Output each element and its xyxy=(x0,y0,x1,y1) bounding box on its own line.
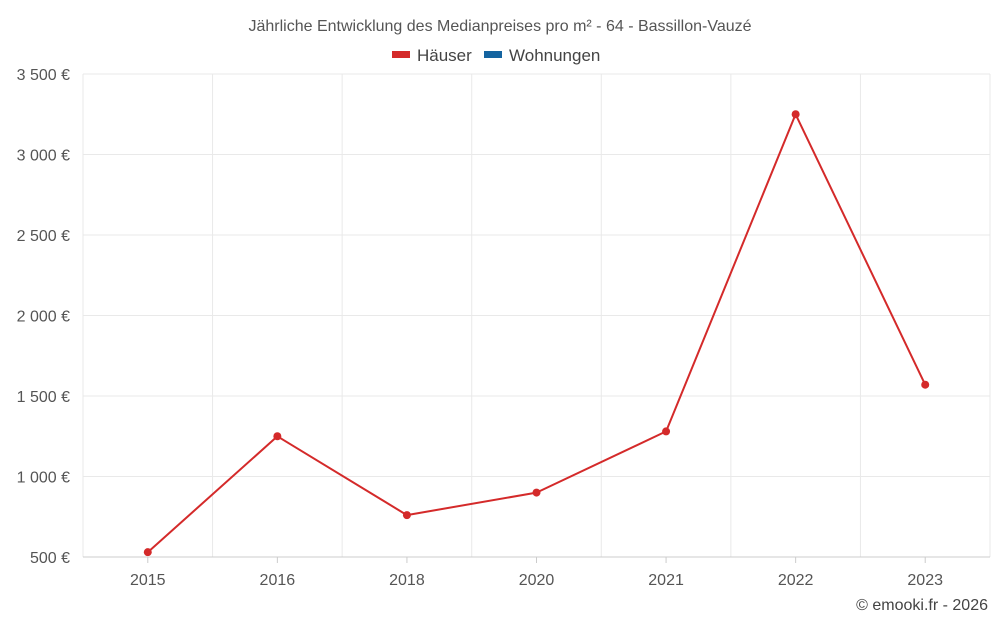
grid xyxy=(82,73,991,557)
legend-swatch-houses xyxy=(392,51,410,58)
x-tick-label: 2023 xyxy=(907,572,943,589)
legend-label-houses: Häuser xyxy=(417,46,472,65)
legend-item-apartments[interactable]: Wohnungen xyxy=(484,46,600,65)
chart-title: Jährliche Entwicklung des Medianpreises … xyxy=(248,18,751,35)
data-point[interactable] xyxy=(143,548,152,557)
data-point[interactable] xyxy=(921,380,930,389)
y-tick-label: 3 500 € xyxy=(17,67,70,84)
x-axis: 2015 2016 2018 2020 2021 2022 2023 xyxy=(83,556,990,589)
x-tick-label: 2015 xyxy=(130,572,166,589)
x-tick-label: 2016 xyxy=(260,572,296,589)
x-tick-label: 2022 xyxy=(778,572,814,589)
data-point[interactable] xyxy=(273,432,282,441)
y-tick-label: 2 500 € xyxy=(17,228,70,245)
y-tick-label: 1 500 € xyxy=(17,389,70,406)
y-tick-label: 500 € xyxy=(30,550,70,567)
data-point[interactable] xyxy=(662,427,671,436)
x-tick-label: 2021 xyxy=(648,572,684,589)
series-line-0 xyxy=(147,113,927,553)
x-tick-label: 2020 xyxy=(519,572,555,589)
legend-swatch-apartments xyxy=(484,51,502,58)
data-point[interactable] xyxy=(402,511,411,520)
y-tick-label: 3 000 € xyxy=(17,148,70,165)
credit-text: © emooki.fr - 2026 xyxy=(856,597,988,614)
y-tick-label: 1 000 € xyxy=(17,470,70,487)
legend-item-houses[interactable]: Häuser xyxy=(392,46,472,65)
legend: Häuser Wohnungen xyxy=(392,46,600,65)
plot-series xyxy=(143,110,930,557)
data-point[interactable] xyxy=(791,110,800,119)
x-tick-label: 2018 xyxy=(389,572,425,589)
y-axis: 500 € 1 000 € 1 500 € 2 000 € 2 500 € 3 000 €… xyxy=(17,67,70,567)
y-tick-label: 2 000 € xyxy=(17,309,70,326)
data-point[interactable] xyxy=(532,488,541,497)
legend-label-apartments: Wohnungen xyxy=(509,46,600,65)
